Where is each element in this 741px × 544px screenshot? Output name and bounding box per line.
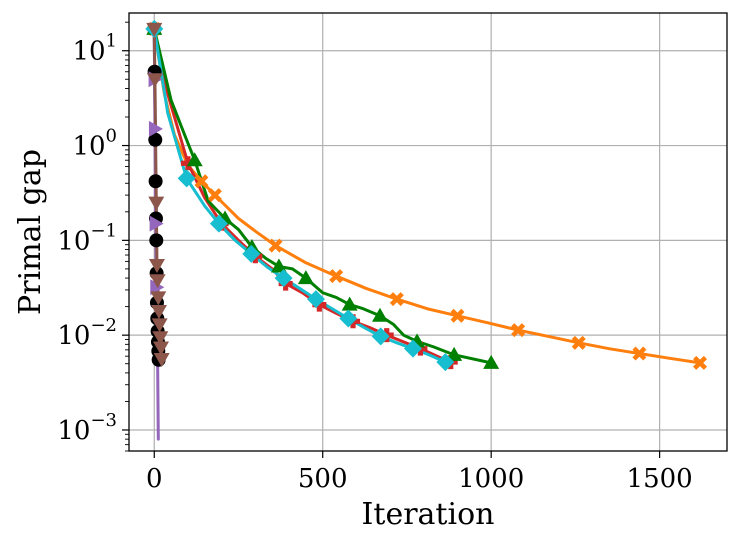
series-markers: [145, 19, 708, 372]
data-point: [209, 214, 228, 233]
data-point: [148, 174, 163, 189]
data-point: [270, 258, 287, 273]
data-point: [153, 341, 170, 356]
data-point: [341, 296, 358, 311]
x-tick-label: 500: [298, 464, 348, 494]
y-tick-label: 101: [72, 31, 117, 67]
data-point: [274, 269, 293, 288]
y-tick-label: 10−1: [57, 220, 117, 256]
data-point: [151, 318, 168, 333]
data-point: [153, 353, 170, 368]
series-marker-group: [146, 22, 170, 368]
data-point: [483, 354, 500, 369]
data-point: [146, 22, 163, 37]
series-line: [152, 27, 447, 364]
data-point: [446, 346, 463, 361]
data-point: [297, 270, 314, 285]
data-point: [693, 355, 708, 370]
data-point: [149, 274, 166, 289]
data-point: [389, 292, 404, 307]
data-point: [242, 244, 261, 263]
data-point: [571, 335, 586, 350]
grid: [129, 13, 727, 451]
series-line: [152, 27, 453, 364]
data-point: [450, 308, 465, 323]
x-axis-label: Iteration: [362, 497, 495, 532]
data-point: [371, 307, 388, 322]
data-point: [194, 174, 209, 189]
y-tick-label: 100: [72, 126, 117, 162]
data-point: [329, 269, 344, 284]
data-point: [148, 120, 163, 137]
y-tick-label: 10−2: [57, 315, 117, 351]
data-point: [371, 327, 390, 346]
data-point: [180, 156, 195, 171]
y-axis-label: Primal gap: [13, 149, 48, 315]
data-point: [148, 258, 165, 273]
data-point: [268, 238, 283, 253]
y-tick-label: 10−3: [57, 410, 117, 446]
axis-ticks: [122, 21, 661, 458]
data-point: [149, 215, 164, 232]
data-point: [207, 188, 222, 203]
data-point: [150, 291, 167, 306]
tick-labels: 0 500 1000 1500 10−3 10−2 10−1 100 101: [57, 31, 692, 494]
data-point: [177, 169, 196, 188]
data-point: [339, 309, 358, 328]
data-point: [146, 73, 163, 88]
data-point: [436, 353, 455, 372]
data-point: [149, 233, 164, 248]
data-point: [150, 304, 167, 319]
data-point: [148, 196, 165, 211]
data-point: [152, 331, 169, 346]
plot-frame: [128, 12, 728, 452]
x-tick-label: 1000: [458, 464, 524, 494]
data-point: [404, 339, 423, 358]
data-point: [186, 152, 203, 167]
data-point: [306, 290, 325, 309]
x-tick-label: 1500: [627, 464, 693, 494]
x-tick-label: 0: [146, 464, 163, 494]
data-point: [148, 132, 163, 147]
data-point: [511, 323, 526, 338]
data-point: [632, 346, 647, 361]
